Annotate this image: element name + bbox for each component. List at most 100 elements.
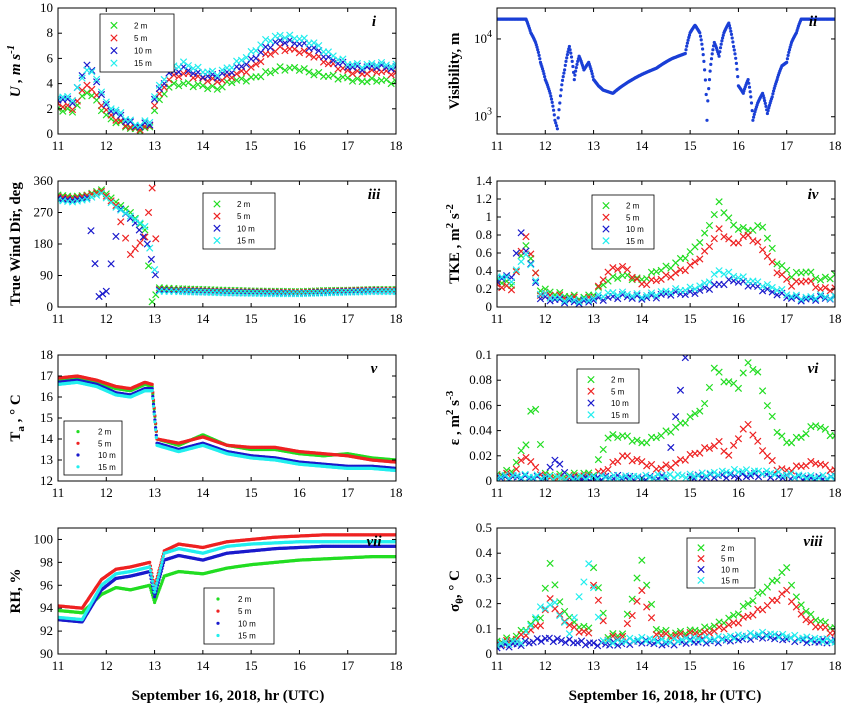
data-point: [551, 104, 555, 108]
y-tick-label: 8: [47, 25, 54, 40]
data-point: [652, 277, 660, 285]
data-point: [589, 69, 594, 73]
data-point: [754, 238, 762, 246]
data-point: [591, 75, 595, 79]
data-point: [529, 473, 537, 481]
series-i-15m: [58, 31, 396, 130]
data-point: [772, 86, 776, 90]
data-point: [685, 41, 690, 45]
legend-marker: [110, 34, 118, 42]
data-point: [768, 244, 776, 253]
data-point: [732, 48, 736, 52]
data-point: [512, 458, 520, 466]
data-point: [720, 233, 728, 241]
data-point: [387, 62, 395, 71]
data-point: [704, 92, 708, 97]
data-point: [295, 49, 304, 57]
panel-label-iv: iv: [808, 187, 819, 203]
data-point: [594, 282, 603, 290]
x-tick-label: 13: [587, 485, 600, 500]
data-point: [247, 63, 255, 71]
legend-i: 2 m5 m10 m15 m: [99, 13, 175, 73]
data-point: [681, 456, 689, 464]
data-point: [686, 470, 694, 478]
data-point: [512, 268, 520, 276]
legend-entry: 15 m: [98, 463, 116, 472]
x-tick-label: 18: [390, 138, 403, 153]
data-point: [146, 118, 154, 127]
axes-frame: [496, 354, 836, 482]
data-point: [783, 471, 791, 479]
data-point: [744, 359, 752, 367]
data-point: [556, 293, 564, 302]
data-point: [709, 57, 714, 61]
data-point: [731, 40, 735, 44]
data-point: [295, 66, 304, 74]
data-point: [551, 456, 559, 464]
data-point: [707, 87, 711, 91]
x-tick-label: 17: [780, 485, 794, 500]
data-point: [148, 586, 152, 590]
data-point: [696, 407, 704, 415]
x-tick-label: 11: [52, 138, 65, 153]
x-tick-label: 12: [100, 138, 113, 153]
panel-iv: 11 12 13 14 15 16 17 1800.20.40.60.811.21.4TKE …: [444, 173, 842, 326]
x-tick-label: 15: [684, 138, 697, 153]
data-point: [117, 218, 125, 226]
data-point: [609, 263, 617, 272]
y-tick-label: 0.8: [476, 227, 492, 242]
data-point: [97, 88, 106, 96]
data-point: [535, 45, 539, 49]
data-point: [662, 427, 670, 435]
data-point: [300, 65, 308, 73]
data-point: [558, 94, 563, 98]
x-tick-label: 14: [635, 311, 649, 326]
data-point: [144, 208, 153, 217]
data-point: [147, 255, 155, 264]
legend-entry: 2 m: [134, 21, 148, 30]
x-tick-label: 17: [341, 485, 355, 500]
data-point: [749, 431, 757, 439]
data-point: [754, 467, 763, 475]
data-point: [135, 226, 143, 234]
data-point: [368, 59, 376, 68]
y-tick-label: 1: [486, 209, 493, 224]
data-point: [569, 51, 573, 55]
data-point: [787, 292, 796, 301]
data-point: [652, 268, 660, 276]
data-point: [300, 47, 308, 55]
data-point: [83, 195, 91, 203]
series-v-15m: [58, 380, 396, 473]
data-point: [807, 471, 815, 480]
data-point: [233, 76, 241, 84]
x-tick-label: 12: [539, 311, 552, 326]
legend-entry: 2 m: [626, 202, 640, 211]
data-point: [791, 473, 799, 481]
y-tick-label: 0.02: [469, 448, 492, 463]
data-point: [107, 260, 115, 268]
x-tick-label: 11: [491, 311, 504, 326]
data-point: [242, 77, 250, 85]
data-point: [538, 57, 542, 61]
data-point: [643, 291, 651, 300]
data-point: [765, 111, 770, 116]
data-point: [543, 75, 547, 79]
data-point: [527, 407, 535, 415]
data-point: [720, 270, 728, 278]
data-point: [517, 456, 525, 464]
data-point: [102, 98, 110, 106]
data-point: [700, 42, 704, 46]
data-point: [102, 287, 110, 295]
data-point: [672, 459, 680, 467]
data-point: [831, 292, 835, 300]
legend-marker: [587, 411, 595, 419]
data-point: [536, 440, 545, 449]
data-point: [563, 63, 567, 67]
legend-marker: [110, 59, 118, 67]
legend-marker: [76, 465, 80, 469]
data-point: [189, 83, 197, 91]
data-point: [568, 48, 572, 52]
data-point: [758, 387, 767, 395]
data-point: [536, 50, 541, 55]
